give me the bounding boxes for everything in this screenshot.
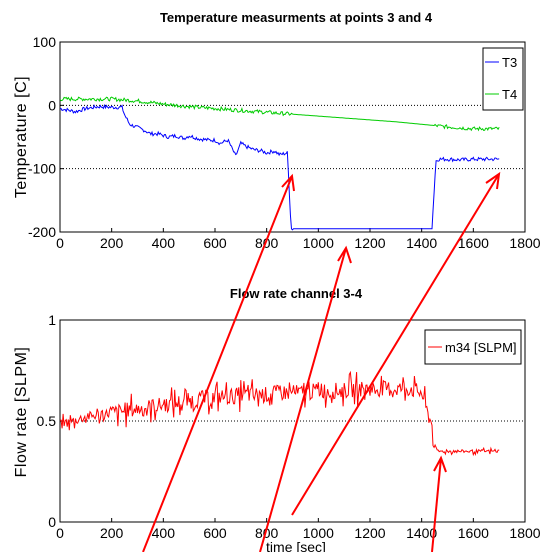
x-tick-label: 1200 xyxy=(354,235,385,251)
annotation-arrowhead-3 xyxy=(485,171,501,190)
x-tick-label: 1000 xyxy=(303,525,334,541)
x-tick-label: 400 xyxy=(152,525,176,541)
series-line-t3 xyxy=(60,103,500,231)
y-tick-label: 0 xyxy=(48,97,56,113)
annotation-arrowhead-1 xyxy=(281,173,295,192)
y-tick-label: -100 xyxy=(28,161,56,177)
legend-t4-label: T4 xyxy=(502,87,517,102)
x-tick-label: 1800 xyxy=(509,525,540,541)
x-tick-label: 1400 xyxy=(406,235,437,251)
temperature-legend: T3 T4 xyxy=(482,47,524,111)
temperature-chart-title: Temperature measurments at points 3 and … xyxy=(160,10,433,25)
x-tick-label: 1800 xyxy=(509,235,540,251)
temperature-grid xyxy=(60,104,525,170)
temperature-plot-area xyxy=(59,41,526,233)
x-tick-label: 1200 xyxy=(354,525,385,541)
y-tick-label: 100 xyxy=(33,34,57,50)
x-tick-label: 400 xyxy=(152,235,176,251)
x-tick-label: 600 xyxy=(203,525,227,541)
flow-rate-series xyxy=(60,370,500,457)
x-tick-label: 1000 xyxy=(303,235,334,251)
x-tick-label: 800 xyxy=(255,525,279,541)
flow-rate-y-axis-label: Flow rate [SLPM] xyxy=(13,347,30,478)
y-tick-label: 0.5 xyxy=(37,413,57,429)
temperature-legend-box xyxy=(482,47,524,111)
x-tick-label: 0 xyxy=(56,235,64,251)
x-tick-label: 0 xyxy=(56,525,64,541)
flow-rate-legend: m34 [SLPM] xyxy=(424,329,522,365)
y-tick-label: 0 xyxy=(48,514,56,530)
annotation-arrow-4 xyxy=(431,457,442,552)
legend-t3-label: T3 xyxy=(502,55,517,70)
legend-m34-label: m34 [SLPM] xyxy=(445,340,517,355)
annotations xyxy=(142,171,501,552)
x-tick-label: 200 xyxy=(100,235,124,251)
flow-rate-ticks: 0 200 400 600 800 1000 1200 1400 1600 1800 0 0.5 1 xyxy=(37,312,541,541)
series-line-m34 xyxy=(60,370,500,457)
annotation-arrow-3 xyxy=(291,173,500,516)
series-line-t4 xyxy=(60,96,500,132)
flow-rate-chart-title: Flow rate channel 3-4 xyxy=(230,286,363,301)
y-tick-label: 1 xyxy=(48,312,56,328)
y-tick-label: -200 xyxy=(28,224,56,240)
flow-rate-chart: Flow rate channel 3-4 Flow rate [SLPM] 0… xyxy=(13,286,541,552)
annotation-arrowhead-4 xyxy=(433,455,447,473)
x-tick-label: 1600 xyxy=(458,235,489,251)
x-tick-label: 1400 xyxy=(406,525,437,541)
annotation-arrowhead-2 xyxy=(337,245,352,264)
temperature-ticks: 0 200 400 600 800 1000 1200 1400 1600 1800-200-10… xyxy=(28,34,541,251)
temperature-chart: Temperature measurments at points 3 and … xyxy=(13,10,541,251)
annotation-arrow-1 xyxy=(142,175,293,552)
x-tick-label: 800 xyxy=(255,235,279,251)
x-tick-label: 200 xyxy=(100,525,124,541)
x-tick-label: 600 xyxy=(203,235,227,251)
flow-rate-x-axis-label: time [sec] xyxy=(266,539,326,552)
temperature-series xyxy=(60,96,500,231)
x-tick-label: 1600 xyxy=(458,525,489,541)
annotation-arrow-2 xyxy=(259,247,347,552)
temperature-y-axis-label: Temperature [C] xyxy=(13,76,30,198)
